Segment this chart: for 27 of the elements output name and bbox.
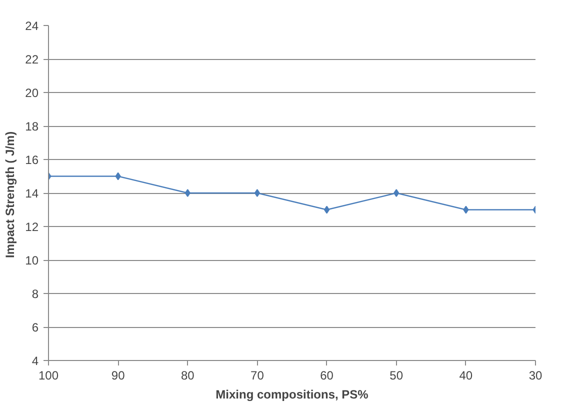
y-tick-label: 22 [25, 52, 39, 66]
y-tick-label: 4 [32, 354, 39, 368]
x-axis-title: Mixing compositions, PS% [216, 388, 369, 402]
x-tick-label: 80 [180, 368, 195, 382]
point [184, 189, 190, 197]
x-tick-label: 100 [38, 368, 59, 382]
x-tick-label: 90 [111, 368, 126, 382]
x-tick-label: 60 [320, 368, 334, 382]
y-tick-label: 10 [25, 254, 39, 268]
point [115, 172, 121, 180]
point [463, 206, 469, 214]
y-tick-label: 8 [32, 287, 39, 301]
y-tick-label: 20 [25, 86, 39, 100]
point [394, 189, 400, 197]
y-tick-label: 12 [25, 220, 39, 234]
point [254, 189, 260, 197]
x-tick-label: 50 [390, 368, 404, 382]
y-axis-title: Impact Strength ( J/m) [3, 131, 18, 258]
y-tick-label: 18 [25, 120, 39, 134]
y-tick-label: 24 [25, 19, 39, 33]
y-tick-label: 6 [32, 320, 39, 334]
y-tick-label: 16 [25, 153, 39, 167]
x-tick-label: 70 [250, 368, 264, 382]
point [324, 206, 330, 214]
x-tick-label: 40 [459, 368, 473, 382]
y-tick-label: 14 [25, 186, 39, 200]
x-tick-label: 30 [528, 368, 542, 382]
